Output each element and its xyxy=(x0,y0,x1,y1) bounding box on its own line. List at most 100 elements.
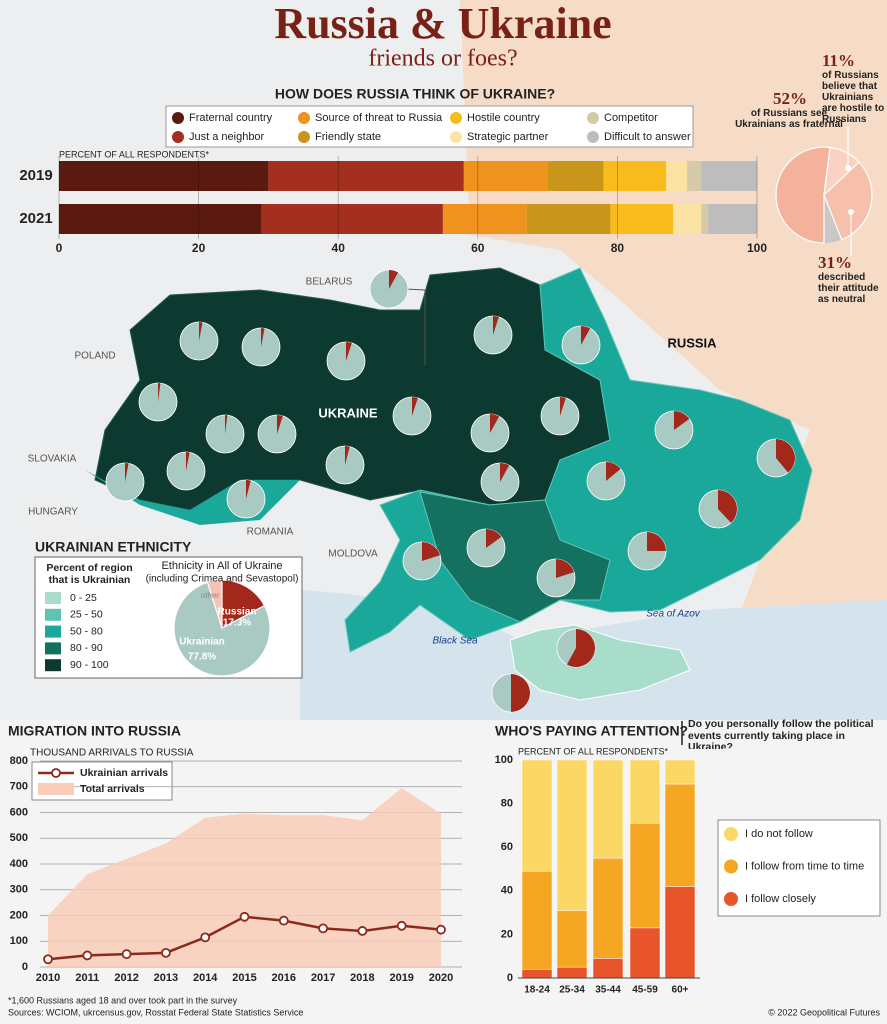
legend-label: Fraternal country xyxy=(189,112,273,124)
legend-label: 50 - 80 xyxy=(70,625,103,637)
region-pie-slice xyxy=(560,397,566,416)
map-label: BELARUS xyxy=(306,277,353,288)
y-tick-label: 40 xyxy=(501,885,513,897)
region-pie-slice xyxy=(246,479,251,499)
legend-swatch xyxy=(298,131,310,143)
x-tick-label: 20 xyxy=(192,241,206,255)
map-label: HUNGARY xyxy=(28,507,78,518)
bar-segment xyxy=(664,783,696,887)
x-tick-label: 2015 xyxy=(232,972,256,984)
x-tick-label: 100 xyxy=(747,241,767,255)
bar-segment xyxy=(526,204,611,234)
chart-subtitle-box: Do you personally follow the political e… xyxy=(688,719,874,749)
legend-label: I do not follow xyxy=(745,828,813,840)
region-pie-slice xyxy=(606,462,621,481)
region-pie-slice xyxy=(500,463,510,482)
region-pie-slice xyxy=(412,397,418,416)
value-label: 31% xyxy=(818,253,852,272)
x-tick-label: 80 xyxy=(611,241,625,255)
region-pie-slice xyxy=(158,383,161,402)
x-tick-label: 25-34 xyxy=(559,985,585,996)
map-label: UKRAINE xyxy=(318,405,378,420)
y-tick-label: 80 xyxy=(501,798,513,810)
annotation: described their attitude as neutral xyxy=(818,272,879,305)
y-tick-label: 20 xyxy=(501,928,513,940)
legend-label: 80 - 90 xyxy=(70,642,103,654)
point xyxy=(357,926,368,936)
legend-swatch xyxy=(724,892,738,906)
bar-segment xyxy=(603,161,667,191)
value-label: 77.8% xyxy=(188,652,216,663)
annotation-box: described their attitude as neutral xyxy=(818,272,879,305)
x-tick-label: 35-44 xyxy=(595,985,621,996)
x-tick-label: 2013 xyxy=(154,972,178,984)
legend-box xyxy=(165,105,694,148)
y-tick-label: 300 xyxy=(10,884,28,896)
bar-segment xyxy=(521,870,553,970)
bar-segment xyxy=(701,204,709,234)
bar-segment xyxy=(268,161,464,191)
bar-segment xyxy=(59,161,269,191)
value-label: 11% xyxy=(822,51,855,70)
x-tick-label: 60 xyxy=(471,241,485,255)
region-pie-slice xyxy=(346,342,352,361)
point xyxy=(278,915,289,926)
leader-dot xyxy=(848,209,854,215)
bar-segment xyxy=(59,204,262,234)
x-tick-label: 2018 xyxy=(350,972,374,984)
map-label: ROMANIA xyxy=(247,527,294,538)
y-tick-label: 600 xyxy=(10,806,28,818)
credit: © 2022 Geopolitical Futures xyxy=(768,1007,880,1017)
legend-title: UKRAINIAN ETHNICITY xyxy=(35,539,192,555)
region-pie-slice xyxy=(277,415,283,434)
legend-swatch xyxy=(38,783,74,795)
x-tick-label: 2019 xyxy=(389,972,413,984)
map-label: SLOVAKIA xyxy=(28,454,77,465)
y-tick-label: 800 xyxy=(10,755,28,767)
map-label: Black Sea xyxy=(432,636,477,647)
region-pie-slice xyxy=(581,326,591,345)
annotation: of Russians believe that Ukrainians are … xyxy=(822,70,885,125)
footnote: *1,600 Russians aged 18 and over took pa… xyxy=(8,995,238,1005)
chart-title: HOW DOES RUSSIA THINK OF UKRAINE? xyxy=(275,86,555,102)
x-tick-label: 40 xyxy=(332,241,346,255)
x-tick-label: 2012 xyxy=(114,972,138,984)
point xyxy=(82,950,93,961)
chart-title: MIGRATION INTO RUSSIA xyxy=(8,723,181,739)
legend-label: Friendly state xyxy=(315,131,381,143)
legend-label: 25 - 50 xyxy=(70,609,103,621)
attention-legend-box xyxy=(717,819,881,917)
legend-swatch xyxy=(587,112,599,124)
bar-segment xyxy=(664,759,696,785)
legend-label: 0 - 25 xyxy=(70,592,97,604)
bar-segment xyxy=(629,927,661,979)
region-pie-slice xyxy=(493,316,499,335)
legend-swatch xyxy=(45,642,61,655)
category-label: Ukrainian xyxy=(179,637,225,648)
y-tick-label: 60 xyxy=(501,841,513,853)
y-tick-label: 100 xyxy=(495,754,513,766)
legend-swatch xyxy=(724,859,738,874)
page-title: Russia & Ukraine xyxy=(274,0,611,48)
legend-swatch xyxy=(172,131,184,143)
y-tick-label: 100 xyxy=(10,935,28,947)
region-pie-slice xyxy=(186,452,190,471)
legend-label: Ukrainian arrivals xyxy=(80,767,168,779)
y-tick-label: 200 xyxy=(10,909,28,921)
legend-label: Strategic partner xyxy=(467,131,549,143)
pie-slice xyxy=(775,146,831,244)
legend-label: Hostile country xyxy=(467,112,540,124)
other-label: other xyxy=(201,591,220,600)
area xyxy=(48,788,441,967)
legend-label: Source of threat to Russia xyxy=(315,112,443,124)
category-label: Russian xyxy=(218,607,257,618)
region-pie-slice xyxy=(199,322,203,341)
region-pie-slice xyxy=(776,439,796,473)
point xyxy=(396,920,407,931)
bar-segment xyxy=(610,204,674,234)
page-subtitle: friends or foes? xyxy=(368,46,517,72)
bar-segment xyxy=(687,161,702,191)
legend-swatch xyxy=(45,625,61,638)
bar-segment xyxy=(463,161,548,191)
legend-swatch xyxy=(587,131,599,143)
